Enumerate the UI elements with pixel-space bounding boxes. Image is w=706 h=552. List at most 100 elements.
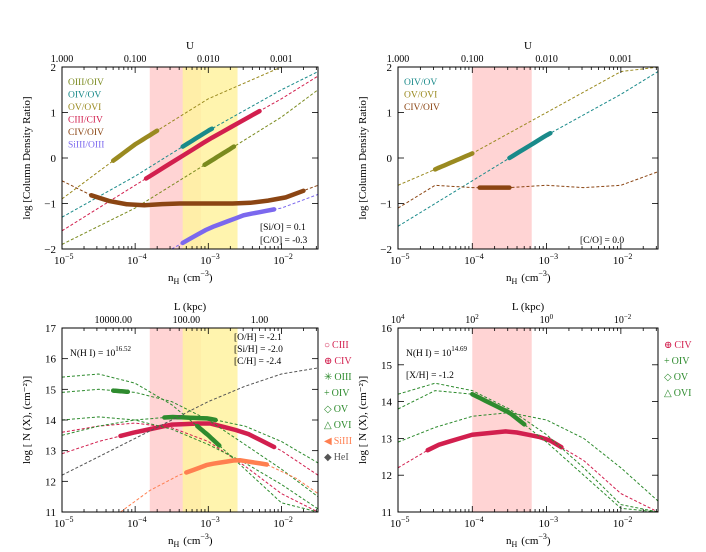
superscript: −2 [624,515,633,524]
x-tick-label: 10−3 [200,515,220,530]
y-tick-label: 15 [45,384,57,396]
ion-legend-label: CIV [334,356,352,367]
panel-top-right: 10−5 10−4 10−3 10−21.000 0.100 0.010 0.001U210… [357,40,659,286]
top-tick-label: 0.100 [124,54,147,65]
superscript: −3 [550,515,559,524]
y-tick-label: 1 [51,108,57,120]
superscript: 16.52 [115,345,131,353]
abundance-label: [Si/H] = -2.0 [234,345,283,355]
x-tick-label: 10−4 [127,252,147,267]
superscript: −4 [475,515,484,524]
annotation: [Si/O] = 0.1 [260,223,306,233]
top-axis-label: L (kpc) [512,301,545,313]
ion-legend-label: OIV [332,388,351,399]
ion-legend-label: OVI [334,420,352,431]
ion-legend-symbol: △ [664,388,672,399]
panel-top-left: 10−5 10−4 10−3 10−21.000 0.100 0.010 0.001U210… [21,40,319,286]
x-axis-label-unit: (cm [183,535,201,547]
series-highlight-oiii-oiv [202,144,237,168]
x-axis-label-sub: H [174,277,180,286]
series-highlight-oiv-ov [507,130,553,161]
superscript: −5 [65,252,74,261]
x-tick-label: 10−2 [273,515,293,530]
y-tick-label: 2 [387,62,393,74]
superscript: 14.69 [451,345,467,353]
top-tick-label: 104 [391,313,405,326]
y-tick-label: −2 [380,244,392,256]
x-axis-label-tail: ) [547,272,551,284]
superscript: −2 [624,252,633,261]
ion-legend-entry: ◀ SiIII [324,436,352,447]
series-highlight-ovi [195,423,222,448]
superscript: −5 [401,252,410,261]
top-tick-label: 0.010 [535,54,558,65]
series-highlight-ciii-civ [143,108,262,181]
superscript: −3 [538,532,547,541]
annotation: [C/O] = 0.0 [580,236,624,246]
superscript: −4 [475,252,484,261]
y-axis-label: log [Column Density Ratio] [21,96,33,219]
panel-bottom-left: 10−5 10−4 10−3 10−2 10000.00 100.00 1.00 L (kpc… [21,301,352,549]
nhi-label: N(H I) = 1014.69 [406,345,467,359]
abundance-label: [C/H] = -2.4 [234,357,282,367]
top-tick-label: 102 [465,313,479,326]
abundance-label: [O/H] = -2.1 [234,333,282,343]
series-line-ciii [61,422,319,513]
top-tick-label: 1.00 [251,315,269,326]
y-tick-label: 11 [381,507,392,519]
series-highlight-ov [110,388,131,395]
top-tick-label: 0.001 [270,54,293,65]
superscript: −3 [200,269,209,278]
y-tick-label: 12 [381,470,392,482]
x-tick-label: 10−3 [539,252,559,267]
ion-legend-symbol: ◆ [324,452,332,463]
top-tick-label: 0.010 [197,54,220,65]
series-highlight-ov [470,391,527,427]
ion-legend-entry: ✳ OIII [324,372,352,383]
series-highlight-oiv [162,414,218,423]
y-tick-label: 0 [51,153,57,165]
legend-entry: OIII/OIV [68,78,104,88]
ion-legend-symbol: ⊕ [664,340,672,351]
y-tick-label: 11 [45,507,56,519]
x-axis-label-unit: (cm [521,535,539,547]
x-axis-label: nH (cm−3) [168,269,213,286]
top-axis-label: U [524,40,532,52]
top-tick-label: 0.100 [461,54,484,65]
series-line-ov-ovi [397,66,659,186]
ion-legend-entry: ◇ OV [324,404,349,415]
ion-legend-entry: ◇ OV [664,372,689,383]
y-tick-label: 14 [381,397,393,409]
superscript: −5 [65,515,74,524]
y-tick-label: 0 [387,153,393,165]
x-tick-label: 10−2 [273,252,293,267]
series-line-civ-oiv [397,171,659,209]
superscript: −5 [401,515,410,524]
panel-bottom-right: 10−5 10−4 10−3 10−2 104 102 100 10−2 L (kpc) 16 15… [357,301,692,549]
ion-legend-label: OIII [334,372,351,383]
series-highlight-siiii-oiii [180,207,277,246]
x-tick-label: 10−4 [464,252,484,267]
superscript: −2 [284,252,293,261]
series-highlight-oiv-ov [180,126,215,149]
shaded-region-0 [472,67,532,249]
top-tick-label: 10−2 [614,313,632,326]
y-tick-label: 15 [381,360,393,372]
ion-legend-entry: △ OVI [324,420,351,431]
ion-legend-label: OIV [672,356,691,367]
x-tick-label: 10−5 [54,252,74,267]
series-line-oiv [397,412,659,502]
x-axis-label-tail: ) [547,535,551,547]
superscript: −3 [211,252,220,261]
y-axis-label: log [ N (X), (cm⁻²)] [357,376,369,464]
x-tick-label: 10−3 [200,252,220,267]
superscript: −3 [550,252,559,261]
legend-entry: OIV/OV [68,91,101,101]
series-line-ovi [397,382,659,513]
legend-entry: CIII/CIV [68,116,103,126]
series-line-hei [61,367,319,476]
x-axis-label-unit: (cm [183,272,201,284]
series-line-ov [397,390,659,513]
ion-legend-entry: ◆ HeI [324,452,349,463]
x-axis-label: nH (cm−3) [506,269,551,286]
